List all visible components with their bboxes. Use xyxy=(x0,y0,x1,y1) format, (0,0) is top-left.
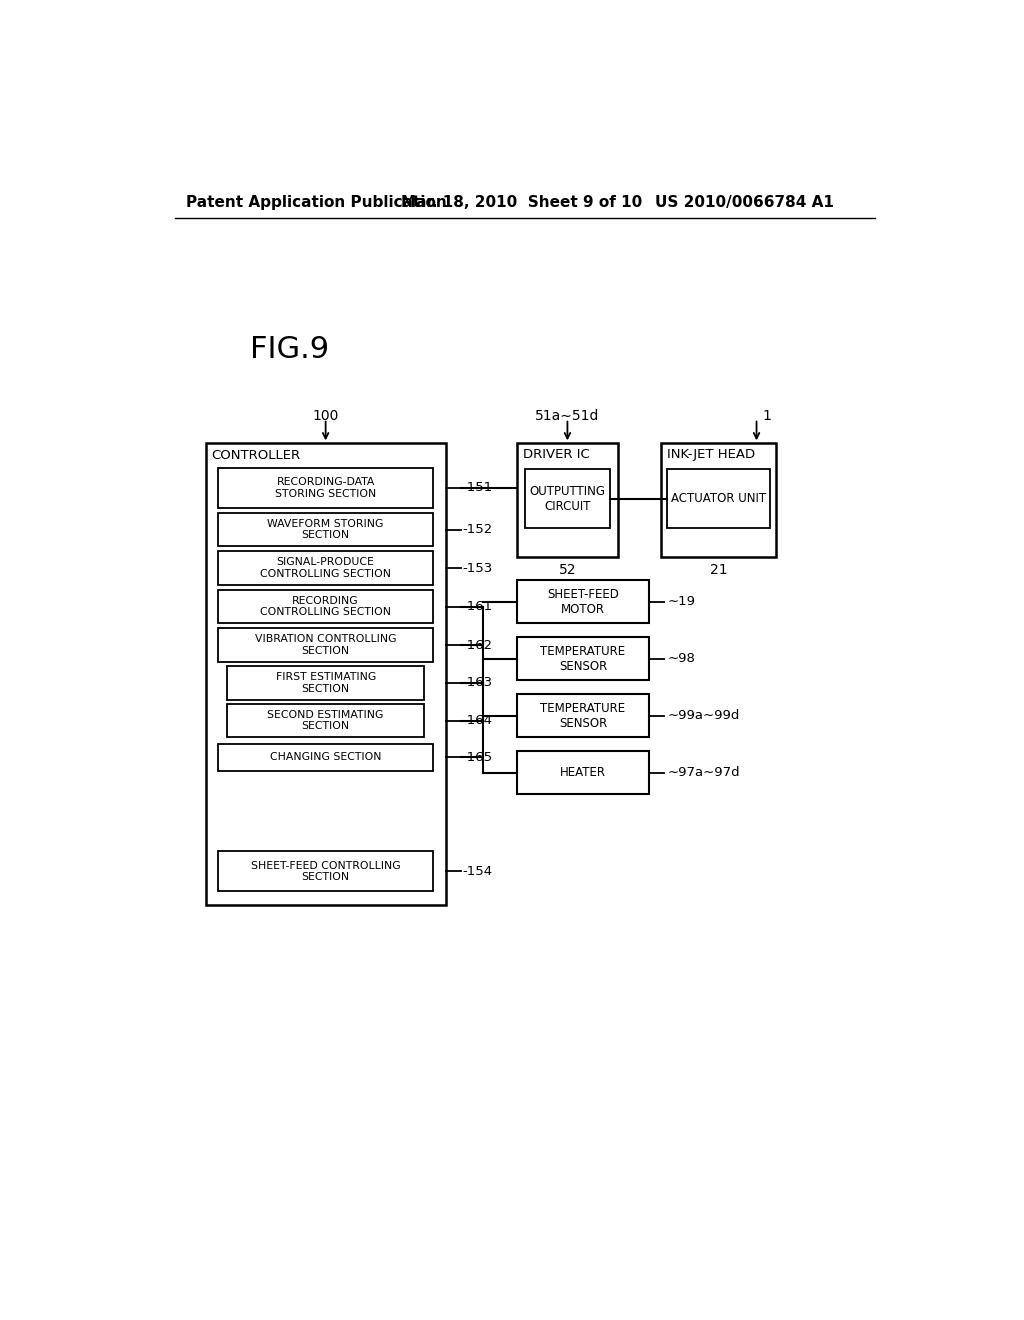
Bar xyxy=(218,743,433,771)
Bar xyxy=(517,444,617,557)
Bar xyxy=(218,552,433,585)
Text: WAVEFORM STORING
SECTION: WAVEFORM STORING SECTION xyxy=(267,519,384,540)
Text: FIG.9: FIG.9 xyxy=(251,335,330,364)
Text: -151: -151 xyxy=(463,482,493,495)
Text: SECOND ESTIMATING
SECTION: SECOND ESTIMATING SECTION xyxy=(267,710,384,731)
Text: -162: -162 xyxy=(463,639,493,652)
Text: RECORDING
CONTROLLING SECTION: RECORDING CONTROLLING SECTION xyxy=(260,595,391,618)
Text: US 2010/0066784 A1: US 2010/0066784 A1 xyxy=(655,195,834,210)
Text: SHEET-FEED CONTROLLING
SECTION: SHEET-FEED CONTROLLING SECTION xyxy=(251,861,400,882)
Text: -153: -153 xyxy=(463,561,493,574)
Bar xyxy=(668,470,770,528)
Bar xyxy=(517,694,649,738)
Text: -152: -152 xyxy=(463,523,493,536)
Bar xyxy=(218,512,433,546)
Text: SHEET-FEED
MOTOR: SHEET-FEED MOTOR xyxy=(547,587,618,616)
Text: 1: 1 xyxy=(763,409,772,422)
Text: -165: -165 xyxy=(463,751,493,764)
Text: -154: -154 xyxy=(463,865,493,878)
Text: Mar. 18, 2010  Sheet 9 of 10: Mar. 18, 2010 Sheet 9 of 10 xyxy=(400,195,642,210)
Text: SIGNAL-PRODUCE
CONTROLLING SECTION: SIGNAL-PRODUCE CONTROLLING SECTION xyxy=(260,557,391,579)
Text: HEATER: HEATER xyxy=(560,767,606,779)
Text: Patent Application Publication: Patent Application Publication xyxy=(186,195,446,210)
Text: 21: 21 xyxy=(710,562,727,577)
Bar xyxy=(218,590,433,623)
Bar xyxy=(206,444,445,906)
Text: VIBRATION CONTROLLING
SECTION: VIBRATION CONTROLLING SECTION xyxy=(255,634,396,656)
Bar xyxy=(662,444,776,557)
Text: DRIVER IC: DRIVER IC xyxy=(523,447,590,461)
Text: OUTPUTTING
CIRCUIT: OUTPUTTING CIRCUIT xyxy=(529,484,605,512)
Text: ACTUATOR UNIT: ACTUATOR UNIT xyxy=(671,492,766,506)
Bar xyxy=(218,469,433,508)
Bar xyxy=(517,581,649,623)
Text: CONTROLLER: CONTROLLER xyxy=(212,449,301,462)
Text: 51a∼51d: 51a∼51d xyxy=(536,409,600,422)
Bar xyxy=(517,751,649,795)
Text: TEMPERATURE
SENSOR: TEMPERATURE SENSOR xyxy=(541,702,626,730)
Text: ∼97a∼97d: ∼97a∼97d xyxy=(668,767,740,779)
Text: 100: 100 xyxy=(312,409,339,422)
Text: ∼99a∼99d: ∼99a∼99d xyxy=(668,709,739,722)
Text: CHANGING SECTION: CHANGING SECTION xyxy=(270,752,381,763)
Text: -164: -164 xyxy=(463,714,493,727)
Bar xyxy=(227,704,424,738)
Text: -163: -163 xyxy=(463,676,493,689)
Text: -161: -161 xyxy=(463,601,493,612)
Text: INK-JET HEAD: INK-JET HEAD xyxy=(668,447,756,461)
Bar xyxy=(517,638,649,681)
Text: RECORDING-DATA
STORING SECTION: RECORDING-DATA STORING SECTION xyxy=(275,477,376,499)
Bar xyxy=(524,470,610,528)
Text: 52: 52 xyxy=(559,562,577,577)
Text: ∼98: ∼98 xyxy=(668,652,695,665)
Bar xyxy=(218,851,433,891)
Text: FIRST ESTIMATING
SECTION: FIRST ESTIMATING SECTION xyxy=(275,672,376,693)
Text: TEMPERATURE
SENSOR: TEMPERATURE SENSOR xyxy=(541,645,626,673)
Text: ∼19: ∼19 xyxy=(668,595,695,609)
Bar xyxy=(218,628,433,663)
Bar xyxy=(227,665,424,700)
